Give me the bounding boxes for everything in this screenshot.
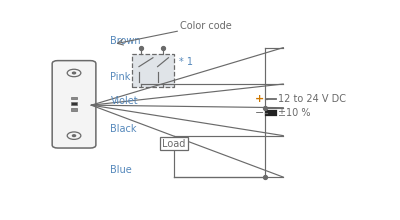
Circle shape bbox=[72, 135, 76, 136]
Text: +: + bbox=[255, 94, 264, 104]
Text: Violet: Violet bbox=[110, 96, 138, 106]
Bar bbox=[71, 102, 78, 105]
Text: Black: Black bbox=[110, 124, 137, 134]
Text: ±10 %: ±10 % bbox=[278, 108, 310, 118]
Text: −: − bbox=[254, 108, 264, 118]
FancyBboxPatch shape bbox=[52, 61, 96, 148]
Text: Pink: Pink bbox=[110, 72, 131, 82]
Text: * 1: * 1 bbox=[179, 57, 193, 67]
Bar bbox=[71, 97, 77, 99]
Circle shape bbox=[72, 72, 76, 74]
Text: 12 to 24 V DC: 12 to 24 V DC bbox=[278, 94, 346, 104]
Text: Load: Load bbox=[162, 139, 186, 149]
Bar bbox=[132, 53, 174, 86]
Text: Blue: Blue bbox=[110, 165, 132, 175]
Text: Color code: Color code bbox=[180, 21, 232, 31]
Bar bbox=[160, 137, 188, 150]
Text: Brown: Brown bbox=[110, 36, 141, 46]
Bar bbox=[71, 108, 77, 111]
